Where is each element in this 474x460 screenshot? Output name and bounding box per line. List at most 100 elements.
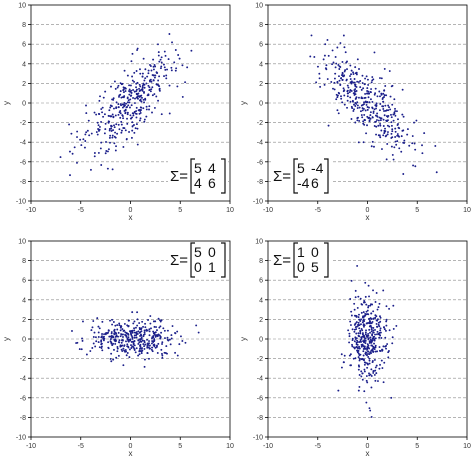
data-point	[135, 123, 138, 126]
data-point	[354, 102, 357, 104]
data-point	[137, 330, 140, 333]
data-point	[375, 315, 378, 318]
data-point	[364, 281, 367, 284]
data-point	[143, 79, 146, 82]
y-tick-label: -2	[257, 120, 263, 127]
data-point	[382, 108, 385, 110]
data-point	[355, 345, 358, 348]
data-point	[99, 147, 102, 150]
data-point	[371, 337, 374, 340]
data-point	[143, 86, 146, 89]
data-point	[128, 131, 130, 133]
data-point	[370, 386, 373, 389]
data-point	[153, 106, 156, 109]
data-point	[107, 121, 110, 124]
data-point	[388, 350, 390, 352]
data-point	[93, 152, 96, 154]
data-point	[357, 335, 360, 337]
x-tick-label: 0	[366, 443, 370, 450]
data-point	[363, 325, 365, 328]
data-point	[135, 90, 138, 93]
data-point	[359, 329, 362, 332]
data-point	[374, 87, 377, 90]
data-point	[111, 323, 114, 326]
data-point	[145, 82, 148, 85]
data-point	[153, 343, 156, 346]
data-point	[392, 304, 395, 307]
data-point	[109, 338, 112, 341]
data-point	[154, 65, 157, 68]
data-point	[85, 104, 87, 107]
data-point	[359, 332, 362, 335]
data-point	[368, 359, 371, 362]
data-point	[110, 105, 113, 108]
data-point	[151, 337, 153, 340]
data-point	[126, 324, 129, 327]
data-point	[152, 79, 155, 82]
x-tick-label: -5	[315, 207, 321, 214]
data-point	[379, 331, 382, 334]
data-point	[89, 350, 92, 352]
data-point	[336, 94, 339, 97]
matrix-entry: 5	[194, 160, 202, 176]
data-point	[114, 87, 117, 90]
data-point	[160, 56, 163, 59]
data-point	[368, 106, 370, 109]
data-point	[100, 108, 103, 111]
data-point	[113, 328, 116, 331]
data-point	[355, 321, 358, 324]
data-point	[130, 104, 133, 107]
data-point	[377, 124, 380, 127]
data-point	[332, 87, 334, 90]
covariance-annotation: Σ= 1 00 5	[271, 242, 331, 278]
data-point	[146, 352, 149, 354]
data-point	[358, 357, 361, 360]
data-point	[117, 103, 120, 106]
data-point	[131, 112, 134, 115]
x-tick-label: -5	[78, 443, 84, 450]
data-point	[318, 72, 321, 75]
data-point	[152, 320, 155, 323]
data-point	[181, 95, 184, 98]
data-point	[368, 120, 371, 123]
data-point	[354, 121, 357, 124]
data-point	[124, 90, 127, 93]
data-point	[107, 148, 110, 151]
data-point	[367, 344, 370, 347]
data-point	[178, 343, 181, 346]
data-point	[141, 75, 144, 78]
data-point	[143, 331, 146, 334]
data-point	[361, 109, 364, 112]
data-point	[347, 92, 350, 95]
data-point	[360, 343, 363, 346]
data-point	[123, 101, 126, 104]
data-point	[161, 356, 164, 359]
data-point	[171, 325, 174, 327]
annotation-background	[271, 242, 331, 278]
data-point	[373, 125, 376, 127]
data-point	[129, 338, 132, 341]
data-point	[375, 102, 378, 105]
x-tick-label: 5	[178, 207, 182, 214]
data-point	[130, 60, 133, 63]
data-point	[166, 352, 168, 355]
data-points	[71, 311, 200, 368]
data-point	[356, 104, 359, 107]
data-point	[117, 113, 120, 116]
data-point	[344, 51, 347, 54]
data-point	[367, 90, 370, 93]
data-point	[156, 352, 159, 354]
data-point	[116, 86, 119, 89]
data-point	[383, 110, 385, 112]
data-point	[159, 325, 162, 328]
data-point	[139, 111, 142, 114]
data-point	[411, 142, 414, 145]
data-point	[349, 89, 352, 92]
data-point	[157, 51, 160, 54]
data-point	[135, 92, 138, 95]
data-point	[164, 68, 167, 71]
data-point	[375, 120, 377, 123]
data-point	[380, 129, 383, 132]
data-point	[363, 324, 366, 327]
